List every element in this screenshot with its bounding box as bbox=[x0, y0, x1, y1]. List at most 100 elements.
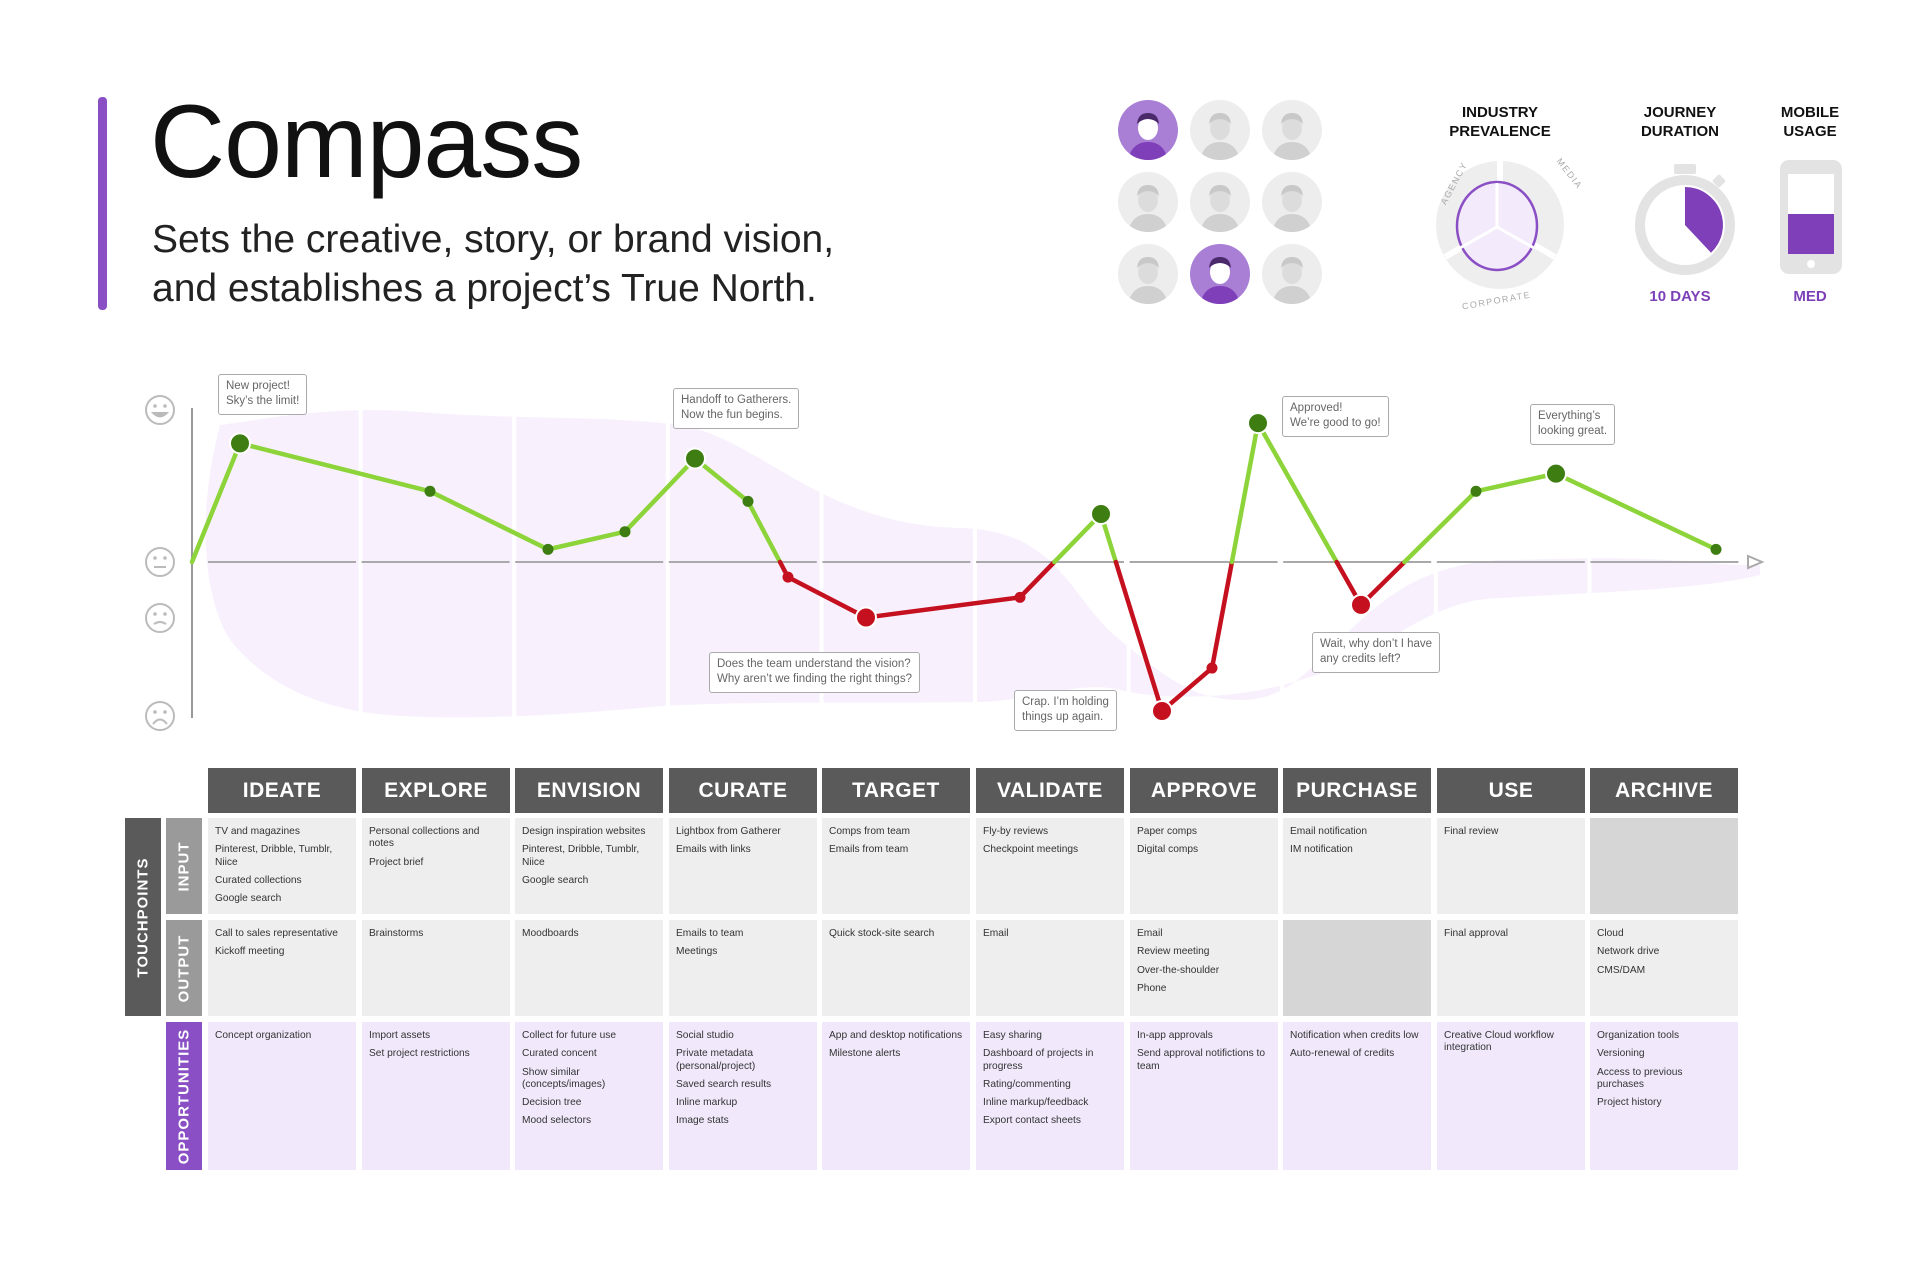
sad-face-icon bbox=[145, 701, 175, 731]
target-opportunities-cell: App and desktop notifications Milestone a… bbox=[822, 1022, 970, 1170]
mobile-label-line-2: USAGE bbox=[1783, 123, 1837, 140]
cell-item: Over-the-shoulder bbox=[1137, 964, 1220, 976]
explore-input-cell: Personal collections and notes Project br… bbox=[362, 818, 510, 914]
cell-item: Import assets bbox=[369, 1030, 431, 1041]
annotation-line: Handoff to Gatherers. bbox=[681, 394, 792, 406]
annotation-new-project: New project! Sky’s the limit! bbox=[218, 374, 308, 415]
industry-prevalence-chart: AGENCY MEDIA CORPORATE bbox=[1436, 156, 1585, 312]
cell-item: Personal collections and notes bbox=[369, 826, 480, 850]
cell-item: App and desktop notifications bbox=[829, 1030, 963, 1041]
cell-item: Inline markup bbox=[676, 1097, 738, 1109]
cell-item: Pinterest, Dribble, Tumblr, Niice bbox=[215, 844, 333, 868]
journey-label-line-1: JOURNEY bbox=[1643, 104, 1717, 121]
cell-item: Curated collections bbox=[215, 874, 302, 886]
ideate-opportunities-cell: Concept organization bbox=[208, 1022, 356, 1170]
cell-item: Checkpoint meetings bbox=[983, 844, 1079, 856]
cell-item: Access to previous purchases bbox=[1597, 1066, 1683, 1090]
cell-item: Project history bbox=[1597, 1097, 1662, 1109]
annotation-handoff: Handoff to Gatherers. Now the fun begins… bbox=[673, 388, 800, 429]
opportunities-label: OPPORTUNITIES bbox=[166, 1022, 202, 1170]
cell-item: Moodboards bbox=[522, 928, 579, 939]
happy-face-icon bbox=[145, 395, 175, 425]
purchase-input-cell: Email notification IM notification bbox=[1283, 818, 1431, 914]
cell-item: Brainstorms bbox=[369, 928, 424, 939]
negative-segment bbox=[863, 595, 1023, 620]
cell-item: Paper comps bbox=[1137, 826, 1198, 837]
approve-input-cell: Paper comps Digital comps bbox=[1130, 818, 1278, 914]
opportunities-label-text: OPPORTUNITIES bbox=[175, 1028, 193, 1164]
cell-item: Quick stock-site search bbox=[829, 928, 935, 939]
annotation-holding-up: Crap. I’m holding things up again. bbox=[1014, 690, 1117, 731]
industry-prevalence-label: INDUSTRY PREVALENCE bbox=[1420, 103, 1580, 141]
persona-3-icon bbox=[1262, 100, 1322, 160]
phase-header-curate: CURATE bbox=[669, 768, 817, 813]
phase-header-purchase: PURCHASE bbox=[1283, 768, 1431, 813]
journey-duration-label: JOURNEY DURATION bbox=[1615, 103, 1745, 141]
cell-item: IM notification bbox=[1290, 844, 1353, 856]
persona-9-icon bbox=[1262, 244, 1322, 304]
cell-item: Phone bbox=[1137, 982, 1167, 994]
cell-item: Final approval bbox=[1444, 928, 1508, 939]
use-input-cell: Final review bbox=[1437, 818, 1585, 914]
touchpoints-label: TOUCHPOINTS bbox=[125, 818, 161, 1016]
stopwatch-icon bbox=[1635, 164, 1735, 275]
cell-item: Send approval notifictions to team bbox=[1137, 1048, 1265, 1072]
mobile-label-line-1: MOBILE bbox=[1780, 104, 1840, 121]
sentiment-point bbox=[1014, 591, 1026, 603]
cell-item: Image stats bbox=[676, 1115, 729, 1127]
negative-segment bbox=[1017, 559, 1057, 600]
mobile-phone-icon bbox=[1780, 160, 1842, 274]
cell-item: Inline markup/feedback bbox=[983, 1097, 1089, 1109]
annotation-line: We’re good to go! bbox=[1290, 417, 1381, 429]
sentiment-point bbox=[1470, 485, 1482, 497]
cell-item: Pinterest, Dribble, Tumblr, Niice bbox=[522, 844, 640, 868]
persona-7-icon bbox=[1118, 244, 1178, 304]
archive-output-cell: Cloud Network drive CMS/DAM bbox=[1590, 920, 1738, 1016]
sentiment-point bbox=[229, 432, 251, 455]
journey-duration-fill bbox=[1685, 187, 1723, 253]
accent-bar bbox=[98, 97, 107, 310]
curate-opportunities-cell: Social studio Private metadata (personal/… bbox=[669, 1022, 817, 1170]
mobile-usage-value: MED bbox=[1793, 288, 1827, 305]
band-separator bbox=[1433, 405, 1438, 725]
cell-item: Export contact sheets bbox=[983, 1115, 1081, 1127]
band-separator bbox=[1280, 405, 1285, 725]
cell-item: Project brief bbox=[369, 856, 424, 868]
page-title: Compass bbox=[150, 84, 583, 200]
mobile-usage-label: MOBILE USAGE bbox=[1755, 103, 1865, 141]
persona-2-icon bbox=[1190, 100, 1250, 160]
sentiment-point bbox=[782, 571, 794, 583]
touchpoints-label-text: TOUCHPOINTS bbox=[134, 857, 152, 977]
sentiment-point bbox=[855, 606, 877, 629]
annotation-credits: Wait, why don’t I have any credits left? bbox=[1312, 632, 1441, 673]
persona-4-icon bbox=[1118, 172, 1178, 232]
positive-segment bbox=[1229, 420, 1261, 565]
archive-input-cell bbox=[1590, 818, 1738, 914]
cell-item: Email bbox=[983, 928, 1009, 939]
annotation-approved: Approved! We’re good to go! bbox=[1282, 396, 1389, 437]
output-label: OUTPUT bbox=[166, 920, 202, 1016]
cell-item: Design inspiration websites bbox=[522, 826, 646, 837]
positive-segment bbox=[1473, 471, 1559, 494]
cell-item: Lightbox from Gatherer bbox=[676, 826, 781, 837]
annotation-line: Crap. I’m holding bbox=[1022, 696, 1109, 708]
envision-input-cell: Design inspiration websites Pinterest, Dr… bbox=[515, 818, 663, 914]
cell-item: CMS/DAM bbox=[1597, 964, 1646, 976]
annotation-line: Approved! bbox=[1290, 402, 1343, 414]
annotation-line: things up again. bbox=[1022, 711, 1104, 723]
output-label-text: OUTPUT bbox=[175, 934, 193, 1002]
cell-item: Google search bbox=[522, 874, 589, 886]
cell-item: Mood selectors bbox=[522, 1115, 592, 1127]
validate-opportunities-cell: Easy sharing Dashboard of projects in pro… bbox=[976, 1022, 1124, 1170]
annotation-line: Does the team understand the vision? bbox=[717, 658, 911, 670]
cell-item: Emails with links bbox=[676, 844, 751, 856]
phase-header-use: USE bbox=[1437, 768, 1585, 813]
cell-item: Google search bbox=[215, 893, 282, 905]
sentiment-point bbox=[1710, 543, 1722, 555]
cell-item: Milestone alerts bbox=[829, 1048, 901, 1060]
cell-item: Network drive bbox=[1597, 946, 1660, 958]
negative-segment bbox=[1113, 559, 1165, 714]
band-separator bbox=[512, 405, 517, 725]
sentiment-point bbox=[1206, 662, 1218, 674]
cell-item: Fly-by reviews bbox=[983, 826, 1049, 837]
